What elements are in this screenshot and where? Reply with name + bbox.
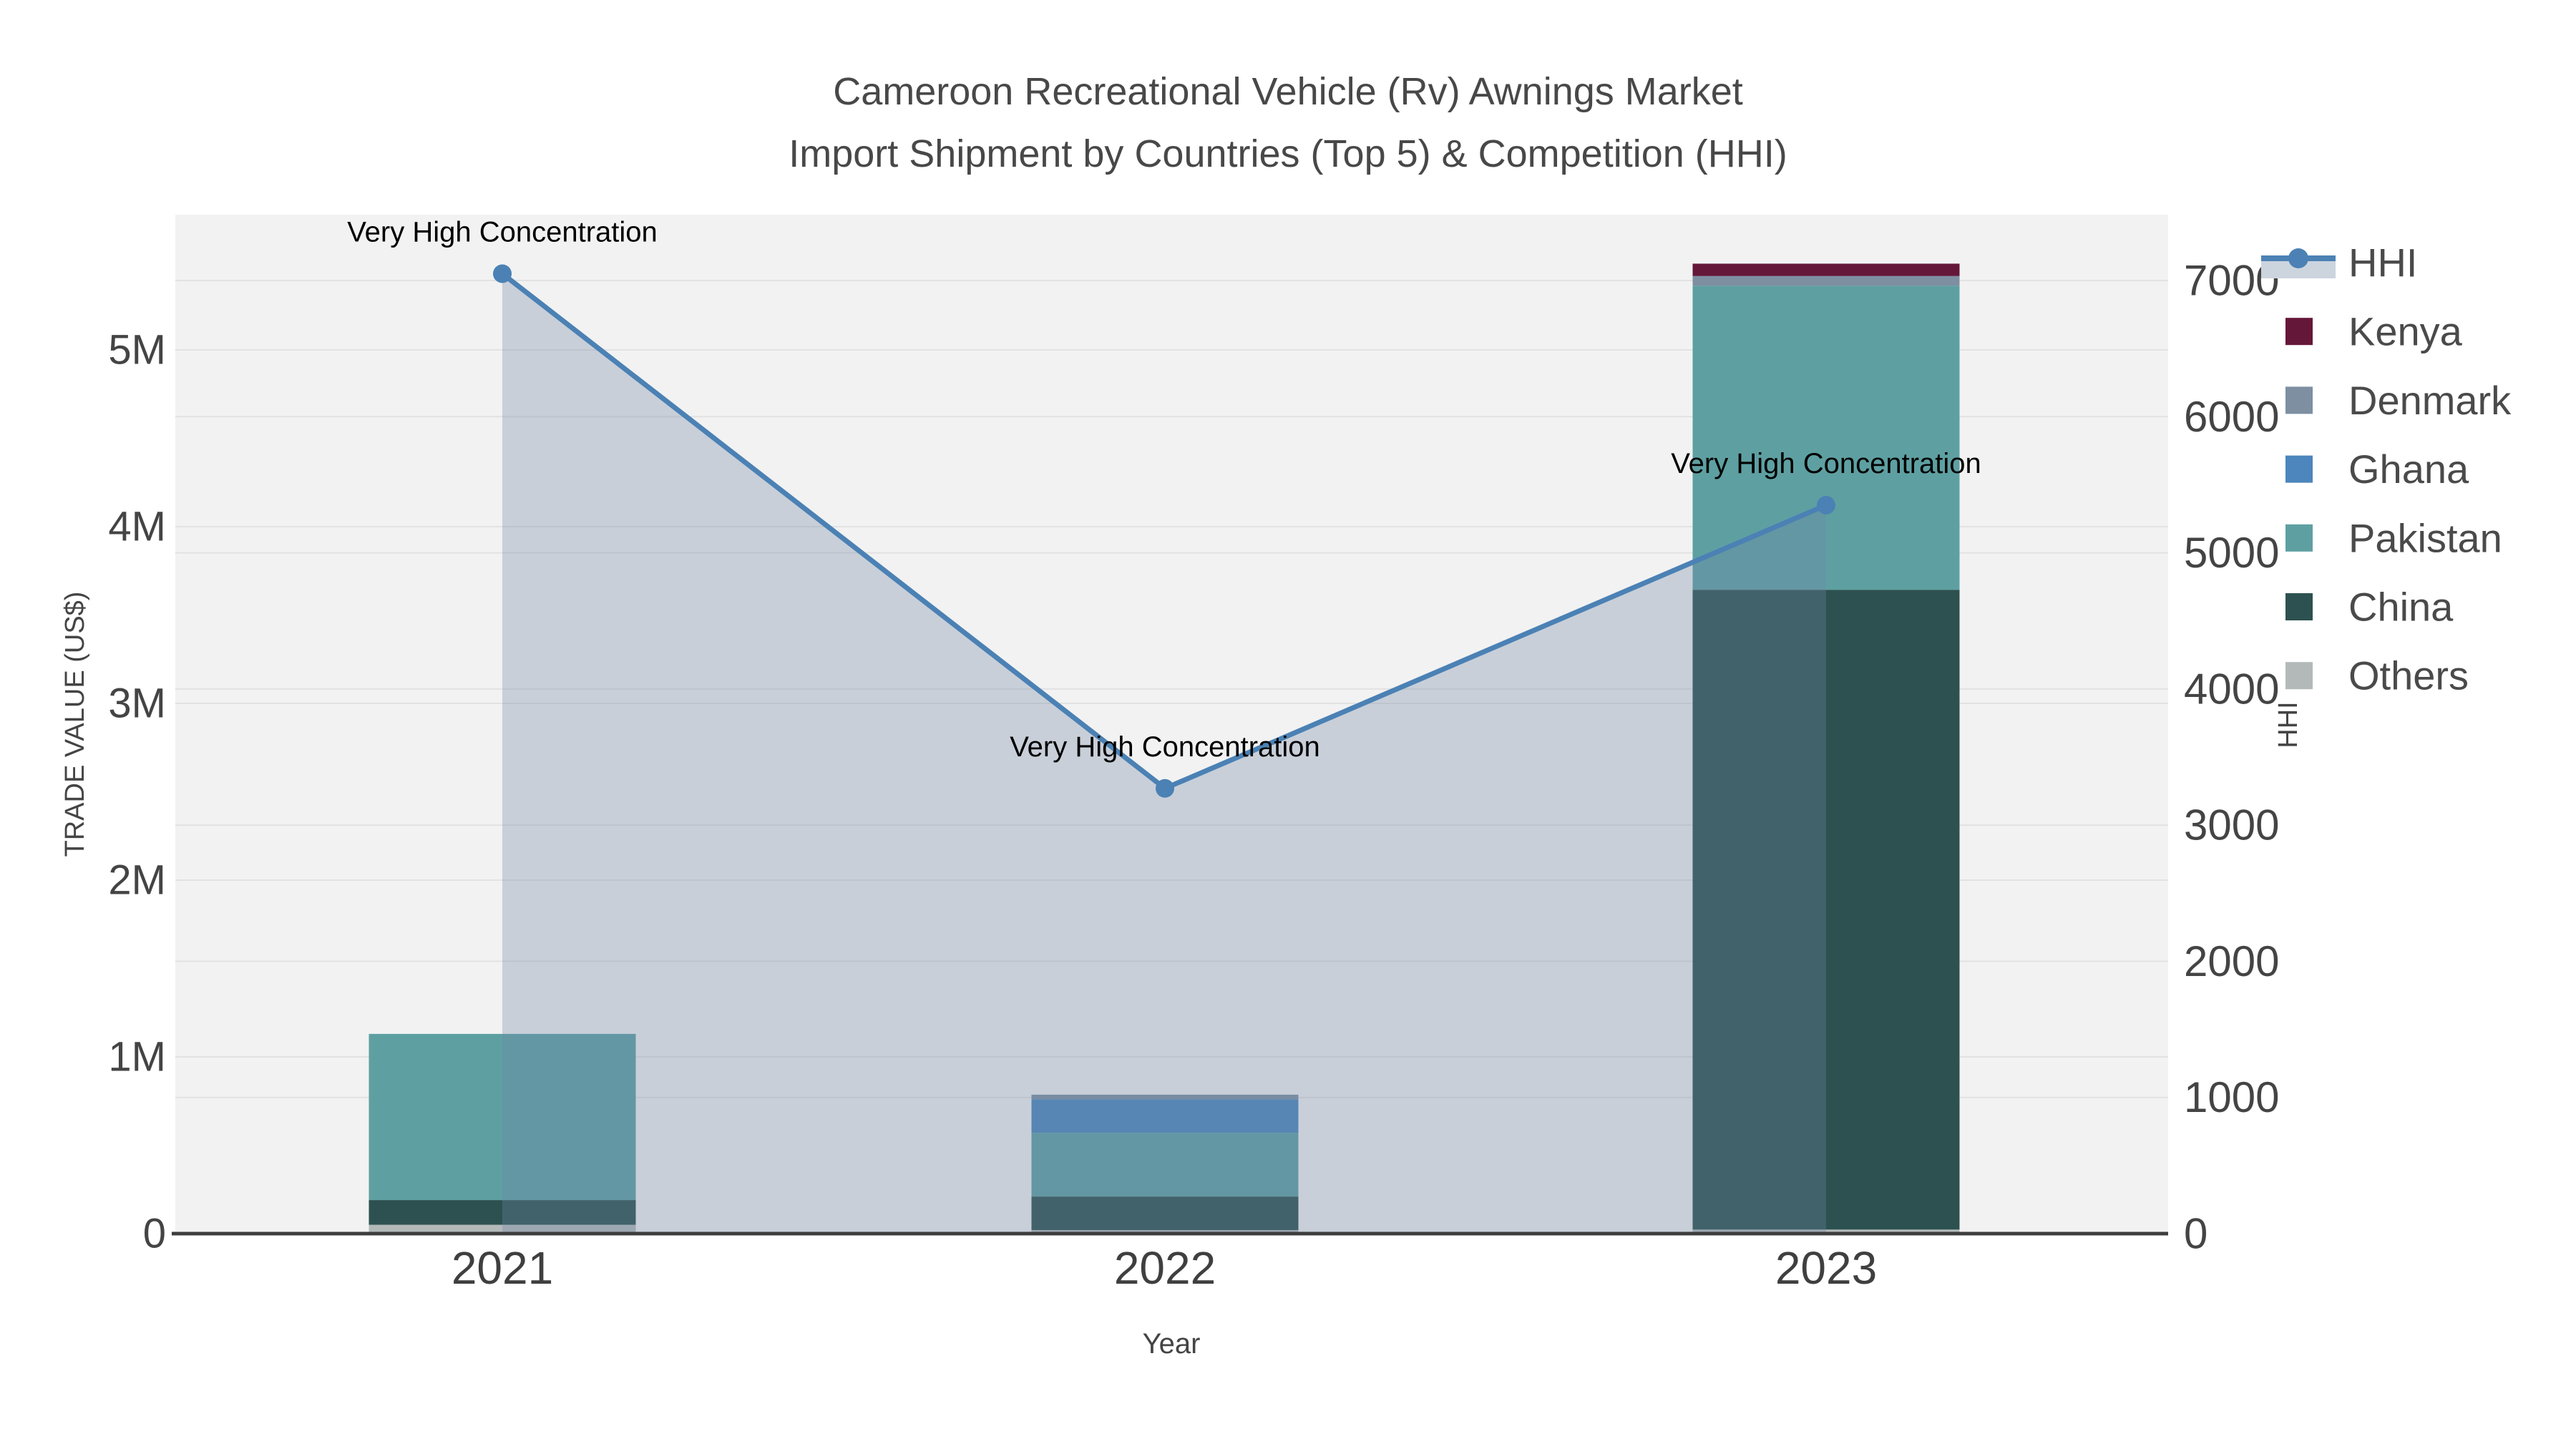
bar-segment-2022-pakistan[interactable] (1031, 1133, 1299, 1197)
y-right-tick-3000: 3000 (2184, 801, 2279, 849)
y-right-tick-2000: 2000 (2184, 937, 2279, 985)
y-left-tick-1M: 1M (108, 1034, 166, 1080)
bar-segment-2023-denmark[interactable] (1692, 275, 1960, 286)
x-tick-labels: 2021 2022 2023 (452, 1242, 1877, 1294)
legend: HHI Kenya Denmark Ghana Pakistan China Others (2261, 240, 2512, 698)
bar-segment-2023-pakistan[interactable] (1692, 286, 1960, 590)
hhi-markers (493, 264, 1835, 798)
legend-swatch-pakistan (2285, 524, 2313, 552)
x-axis-title: Year (1143, 1328, 1201, 1360)
chart-title-line2: Import Shipment by Countries (Top 5) & C… (789, 132, 1787, 175)
y-right-tick-0: 0 (2184, 1210, 2207, 1258)
legend-item-pakistan[interactable]: Pakistan (2285, 515, 2502, 560)
legend-label-kenya: Kenya (2348, 309, 2463, 354)
bar-segment-2023-others[interactable] (1692, 1229, 1960, 1234)
legend-label-ghana: Ghana (2348, 447, 2469, 492)
bar-segment-2023-china[interactable] (1692, 590, 1960, 1230)
legend-label-pakistan: Pakistan (2348, 515, 2502, 560)
legend-hhi-marker-swatch (2288, 248, 2308, 268)
legend-swatch-kenya (2285, 318, 2313, 346)
bar-segment-2022-denmark[interactable] (1031, 1094, 1299, 1100)
annotation-2023: Very High Concentration (1671, 448, 1981, 479)
bar-segment-2021-pakistan[interactable] (369, 1033, 636, 1201)
y-left-tick-3M: 3M (108, 680, 166, 727)
hhi-marker-2021[interactable] (493, 264, 512, 283)
annotation-2022: Very High Concentration (1010, 731, 1320, 763)
legend-item-others[interactable]: Others (2285, 653, 2469, 698)
y-left-tick-5M: 5M (108, 327, 166, 374)
legend-item-china[interactable]: China (2285, 585, 2454, 630)
bar-segment-2022-ghana[interactable] (1031, 1099, 1299, 1133)
y-right-tick-1000: 1000 (2184, 1073, 2279, 1121)
legend-label-china: China (2348, 585, 2454, 630)
y-left-tick-4M: 4M (108, 504, 166, 550)
bars (369, 263, 1960, 1234)
legend-label-hhi: HHI (2348, 240, 2417, 286)
bar-segment-2021-others[interactable] (369, 1224, 636, 1234)
y-right-tick-5000: 5000 (2184, 529, 2279, 577)
y-right-tick-4000: 4000 (2184, 665, 2279, 713)
bar-segment-2023-kenya[interactable] (1692, 263, 1960, 276)
x-tick-2023: 2023 (1775, 1242, 1877, 1294)
y-right-tick-6000: 6000 (2184, 393, 2279, 441)
legend-label-denmark: Denmark (2348, 378, 2512, 423)
bar-segment-2022-china[interactable] (1031, 1196, 1299, 1231)
legend-label-others: Others (2348, 653, 2469, 698)
y-left-tick-2M: 2M (108, 857, 166, 904)
bar-segment-2021-china[interactable] (369, 1200, 636, 1225)
hhi-marker-2023[interactable] (1817, 495, 1835, 514)
annotations: Very High Concentration Very High Concent… (347, 216, 1981, 762)
annotation-2021: Very High Concentration (347, 216, 658, 248)
y-right-axis-title: HHI (2273, 701, 2303, 748)
x-tick-2022: 2022 (1114, 1242, 1216, 1294)
hhi-marker-2022[interactable] (1156, 779, 1174, 798)
x-tick-2021: 2021 (452, 1242, 553, 1294)
legend-swatch-china (2285, 593, 2313, 620)
legend-item-kenya[interactable]: Kenya (2285, 309, 2463, 354)
hhi-area-fill (502, 273, 1826, 1234)
legend-item-hhi[interactable]: HHI (2261, 240, 2417, 286)
y-left-axis-title: TRADE VALUE (US$) (60, 592, 90, 857)
legend-swatch-ghana (2285, 455, 2313, 483)
legend-item-ghana[interactable]: Ghana (2285, 447, 2469, 492)
legend-item-denmark[interactable]: Denmark (2285, 378, 2512, 423)
y-left-tick-labels: 0 1M 2M 3M 4M 5M (108, 327, 166, 1257)
legend-swatch-others (2285, 662, 2313, 690)
chart-title-line1: Cameroon Recreational Vehicle (Rv) Awnin… (833, 70, 1743, 113)
legend-swatch-denmark (2285, 386, 2313, 414)
y-left-tick-0: 0 (143, 1211, 166, 1257)
